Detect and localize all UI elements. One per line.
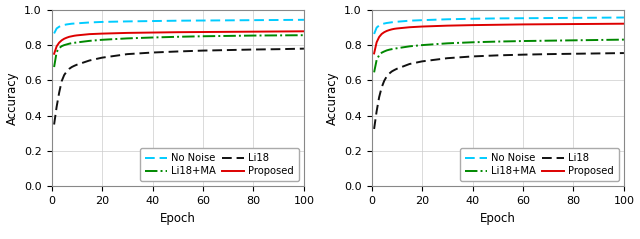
Legend: No Noise, Li18+MA, Li18, Proposed: No Noise, Li18+MA, Li18, Proposed: [140, 148, 299, 181]
Y-axis label: Accuracy: Accuracy: [326, 71, 339, 125]
X-axis label: Epoch: Epoch: [480, 212, 516, 225]
X-axis label: Epoch: Epoch: [160, 212, 196, 225]
Y-axis label: Accuracy: Accuracy: [6, 71, 19, 125]
Legend: No Noise, Li18+MA, Li18, Proposed: No Noise, Li18+MA, Li18, Proposed: [460, 148, 619, 181]
